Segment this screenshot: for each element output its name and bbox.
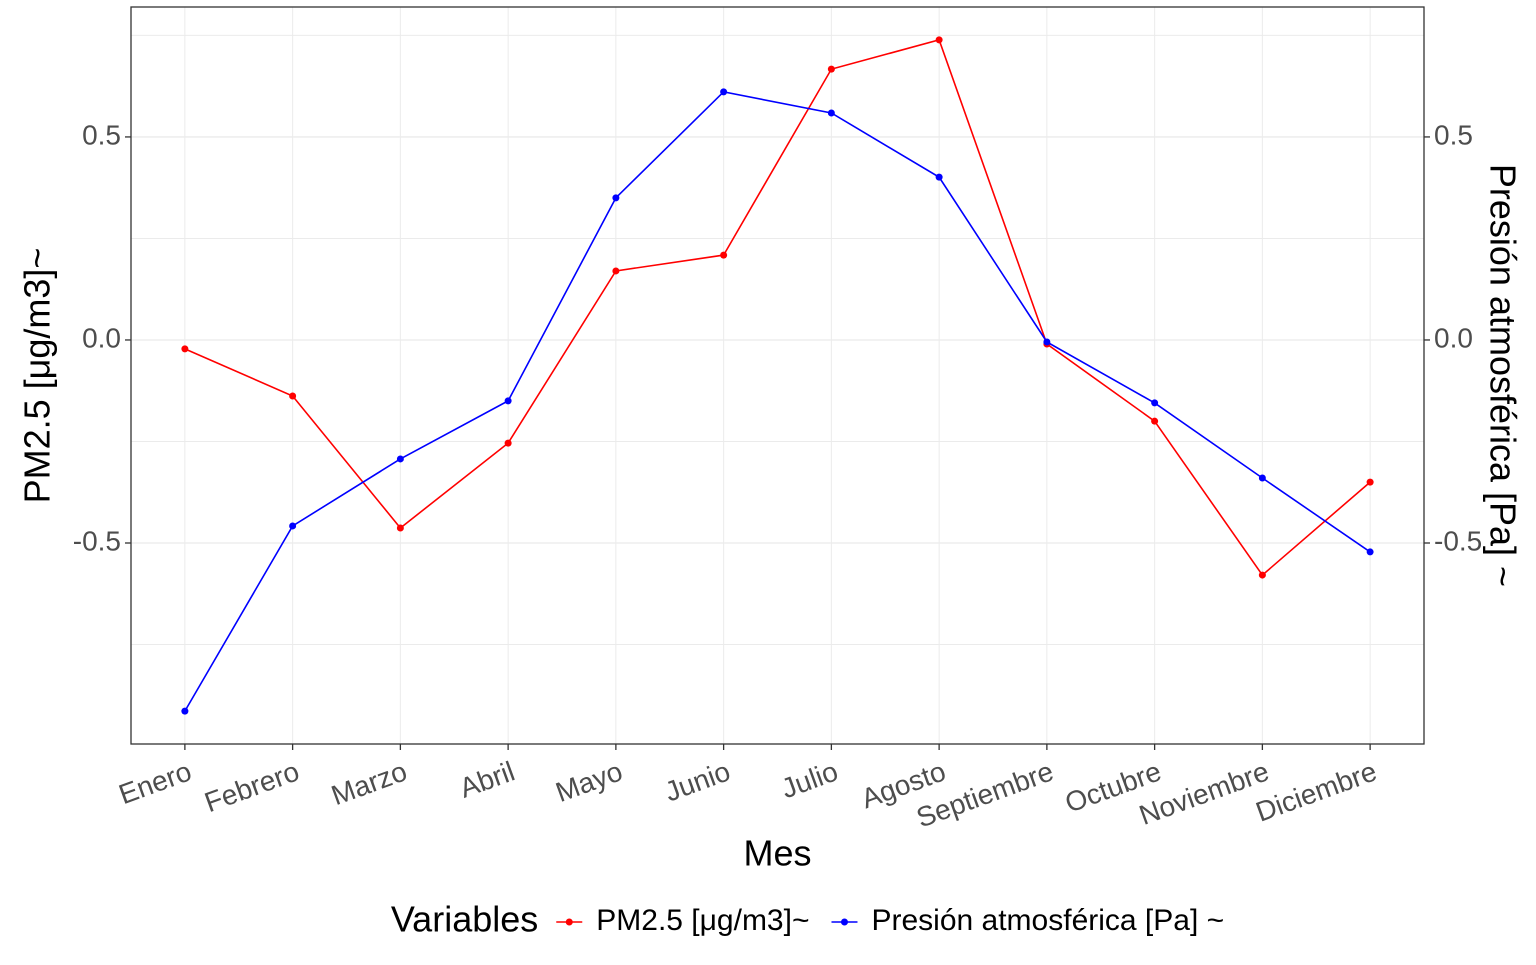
- point: [827, 65, 835, 73]
- point: [827, 109, 835, 117]
- legend-key-point: [565, 918, 573, 926]
- x-axis-title: Mes: [743, 833, 811, 874]
- x-tick-label: Junio: [661, 755, 735, 807]
- y-axis-title: PM2.5 [μg/m3]~: [17, 248, 58, 504]
- point: [1258, 571, 1266, 579]
- point: [1151, 399, 1159, 407]
- point: [612, 194, 620, 202]
- y-tick-label: 0.5: [82, 119, 121, 150]
- point: [1258, 474, 1266, 482]
- x-tick-label: Marzo: [327, 755, 411, 811]
- x-tick-label: Enero: [115, 755, 196, 810]
- point: [1043, 338, 1051, 346]
- plot-border: [130, 6, 1425, 745]
- point: [181, 707, 189, 715]
- point: [1366, 478, 1374, 486]
- point: [289, 522, 297, 530]
- x-tick-label: Febrero: [200, 755, 303, 818]
- point: [612, 267, 620, 275]
- point: [935, 173, 943, 181]
- x-tick-label: Diciembre: [1252, 755, 1381, 827]
- legend-label: Presión atmosférica [Pa] ~: [871, 904, 1224, 937]
- x-tick-label: Julio: [777, 755, 842, 804]
- series-line: [184, 38, 1371, 577]
- y2-tick-label: 0.0: [1434, 322, 1473, 353]
- point: [504, 439, 512, 447]
- x-tick-label: Abril: [455, 755, 518, 803]
- y-tick-label: -0.5: [73, 525, 121, 556]
- point: [289, 392, 297, 400]
- legend: Variables PM2.5 [μg/m3]~ Presión atmosféri…: [391, 899, 1224, 940]
- legend-label: PM2.5 [μg/m3]~: [596, 904, 809, 937]
- y2-axis-title: Presión atmosférica [Pa] ~: [1482, 164, 1523, 587]
- point: [181, 345, 189, 353]
- series-line: [184, 91, 1371, 712]
- point: [1151, 417, 1159, 425]
- y-tick-label: 0.0: [82, 322, 121, 353]
- plot-background: [131, 7, 1424, 744]
- legend-title: Variables: [391, 899, 538, 940]
- point: [720, 251, 728, 259]
- point: [504, 397, 512, 405]
- y2-tick-label: -0.5: [1434, 525, 1482, 556]
- point: [396, 524, 404, 532]
- point: [396, 455, 404, 463]
- point: [1366, 548, 1374, 556]
- point: [720, 88, 728, 96]
- x-tick-label: Mayo: [552, 755, 627, 808]
- point: [935, 36, 943, 44]
- y2-tick-label: 0.5: [1434, 119, 1473, 150]
- legend-key-point: [840, 918, 848, 926]
